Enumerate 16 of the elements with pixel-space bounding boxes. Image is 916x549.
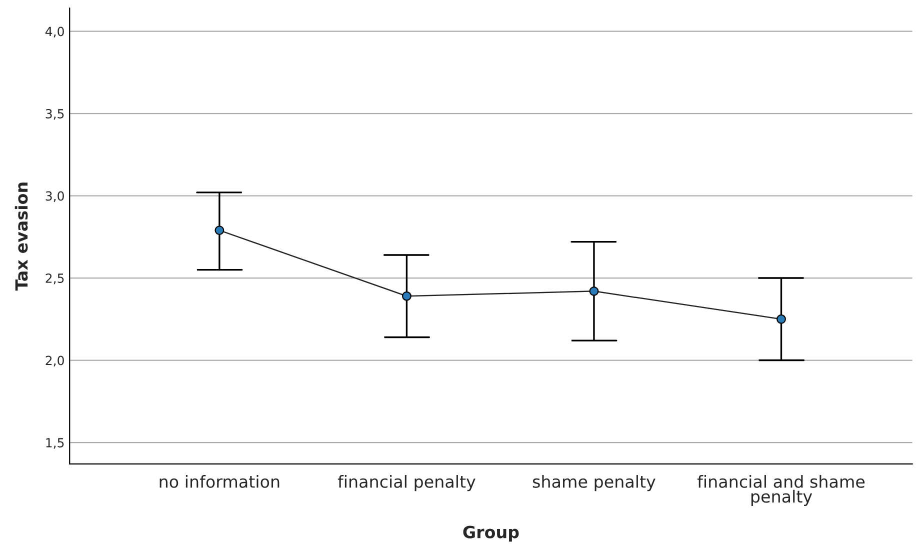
y-axis-title: Tax evasion [14,182,28,291]
point [589,286,599,296]
y-tick-label: 4,0 [45,26,64,38]
point [214,226,224,236]
x-tick-label: financial penalty [338,475,476,492]
y-tick-label: 1,5 [46,438,64,449]
x-axis-title: Group [463,526,519,542]
y-tick-label: 2,5 [46,273,64,284]
x-tick-label: financial and shame penalty [697,475,865,506]
y-tick-label: 2,0 [46,356,64,366]
y-tick-label: 3,0 [46,191,64,202]
x-tick-label: no information [160,475,280,488]
point [776,314,786,324]
point [402,291,412,301]
x-tick-label: shame penalty [532,475,656,492]
y-tick-label: 3,5 [46,108,64,120]
